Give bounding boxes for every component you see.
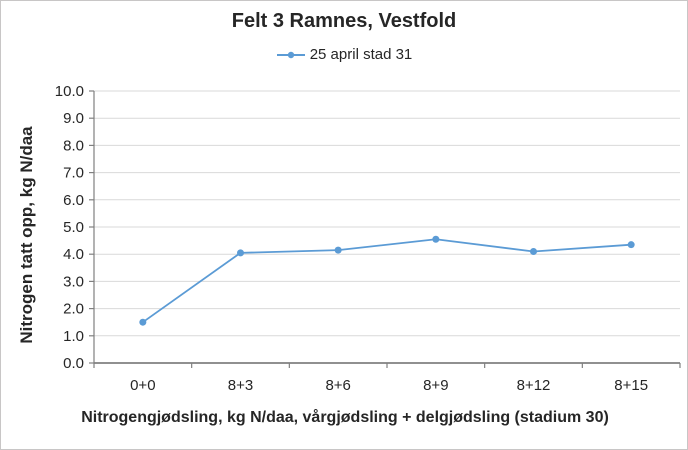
legend: 25 april stad 31 bbox=[1, 46, 687, 63]
legend-label: 25 april stad 31 bbox=[309, 46, 413, 63]
series-line bbox=[142, 238, 632, 323]
data-point-marker bbox=[627, 241, 635, 249]
y-tick-label: 5.0 bbox=[63, 219, 84, 236]
chart-title: Felt 3 Ramnes, Vestfold bbox=[231, 10, 457, 32]
y-tick-label: 3.0 bbox=[63, 273, 84, 290]
data-point-marker bbox=[334, 246, 342, 254]
y-tick-label: 2.0 bbox=[63, 301, 84, 318]
x-tick-label: 8+6 bbox=[325, 377, 350, 394]
data-point-marker bbox=[530, 247, 537, 255]
y-tick-label: 9.0 bbox=[63, 110, 84, 127]
x-tick-label: 0+0 bbox=[130, 377, 155, 394]
legend-line-marker-icon bbox=[276, 51, 305, 58]
x-tick-label: 8+15 bbox=[614, 377, 648, 394]
x-axis-title: Nitrogengjødsling, kg N/daa, vårgjødslin… bbox=[81, 408, 609, 426]
y-tick-label: 8.0 bbox=[63, 137, 84, 154]
x-tick-label: 8+9 bbox=[423, 377, 448, 394]
x-tick-label: 8+12 bbox=[517, 377, 551, 394]
x-tick-label: 8+3 bbox=[228, 377, 253, 394]
y-axis-title: Nitrogen tatt opp, kg N/daa bbox=[17, 126, 36, 344]
y-tick-label: 4.0 bbox=[63, 246, 84, 263]
data-point-marker bbox=[432, 235, 440, 243]
y-tick-label: 1.0 bbox=[63, 328, 84, 345]
data-point-marker bbox=[237, 249, 244, 257]
data-point-marker bbox=[139, 318, 147, 326]
y-tick-label: 10.0 bbox=[55, 83, 84, 100]
y-tick-label: 0.0 bbox=[63, 355, 84, 372]
y-tick-label: 6.0 bbox=[63, 192, 84, 209]
y-tick-label: 7.0 bbox=[63, 165, 84, 182]
